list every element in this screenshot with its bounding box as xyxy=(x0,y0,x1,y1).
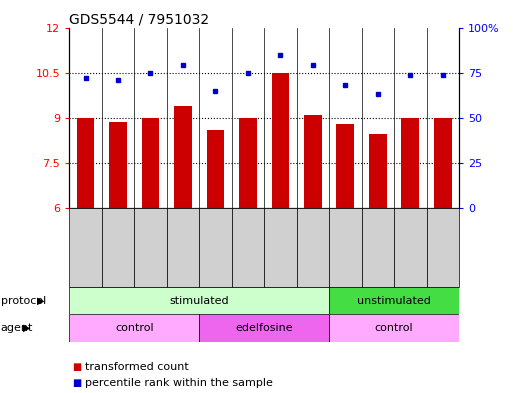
FancyBboxPatch shape xyxy=(199,314,329,342)
Text: GSM1084278: GSM1084278 xyxy=(276,217,285,278)
Text: percentile rank within the sample: percentile rank within the sample xyxy=(85,378,272,388)
Bar xyxy=(76,118,94,208)
Text: GSM1084260: GSM1084260 xyxy=(341,217,350,278)
Bar xyxy=(369,134,387,208)
Text: GSM1084275: GSM1084275 xyxy=(179,217,187,278)
Text: GDS5544 / 7951032: GDS5544 / 7951032 xyxy=(69,12,209,26)
Bar xyxy=(271,73,289,208)
Bar xyxy=(142,118,160,208)
FancyBboxPatch shape xyxy=(69,287,329,314)
Text: GSM1084262: GSM1084262 xyxy=(406,217,415,278)
Text: GSM1084276: GSM1084276 xyxy=(211,217,220,278)
Bar xyxy=(109,122,127,208)
Text: stimulated: stimulated xyxy=(169,296,229,306)
Bar xyxy=(434,118,452,208)
Bar xyxy=(174,106,192,208)
Text: GSM1084279: GSM1084279 xyxy=(308,217,318,278)
Text: ▶: ▶ xyxy=(37,296,45,306)
Text: control: control xyxy=(375,323,413,333)
FancyBboxPatch shape xyxy=(69,314,199,342)
Bar xyxy=(402,118,419,208)
Text: transformed count: transformed count xyxy=(85,362,188,373)
Text: control: control xyxy=(115,323,153,333)
Bar xyxy=(239,118,257,208)
FancyBboxPatch shape xyxy=(329,287,459,314)
Bar xyxy=(304,115,322,208)
FancyBboxPatch shape xyxy=(329,314,459,342)
Bar xyxy=(337,124,354,208)
Text: ■: ■ xyxy=(72,362,81,373)
Text: unstimulated: unstimulated xyxy=(357,296,431,306)
Text: GSM1084274: GSM1084274 xyxy=(146,217,155,278)
Text: ■: ■ xyxy=(72,378,81,388)
Text: GSM1084272: GSM1084272 xyxy=(81,217,90,278)
Text: agent: agent xyxy=(1,323,33,333)
Text: GSM1084273: GSM1084273 xyxy=(113,217,123,278)
Text: ▶: ▶ xyxy=(23,323,30,333)
Text: GSM1084277: GSM1084277 xyxy=(244,217,252,278)
Text: GSM1084263: GSM1084263 xyxy=(439,217,447,278)
Text: protocol: protocol xyxy=(1,296,46,306)
Text: GSM1084261: GSM1084261 xyxy=(373,217,382,278)
Text: edelfosine: edelfosine xyxy=(235,323,293,333)
Bar xyxy=(207,130,224,208)
